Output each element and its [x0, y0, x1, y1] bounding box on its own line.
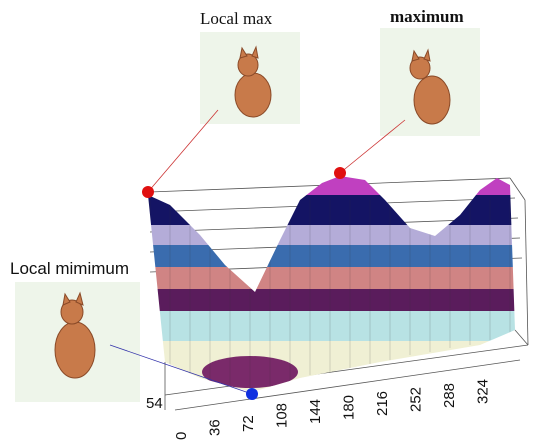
x-tick-label: 108 — [274, 403, 291, 428]
max-point — [334, 167, 346, 179]
y-tick-label: 54 — [146, 395, 163, 412]
x-tick-label: 36 — [207, 419, 224, 436]
min-point — [246, 388, 258, 400]
x-tick-label: 252 — [408, 387, 425, 412]
x-tick-label: 72 — [240, 415, 257, 432]
surface — [148, 176, 515, 392]
annotation: Local mimimum — [10, 259, 129, 278]
x-tick-label: 144 — [307, 399, 324, 424]
x-tick-label: 324 — [475, 379, 492, 404]
cat-icon — [54, 45, 451, 379]
x-tick-label: 216 — [374, 391, 391, 416]
callout-line — [109, 344, 253, 395]
x-tick-label: 180 — [341, 395, 358, 420]
callout-line — [147, 109, 406, 193]
x-tick-label: 0 — [173, 432, 190, 440]
x-tick-label: 288 — [441, 383, 458, 408]
annotation: maximum — [390, 7, 464, 26]
local-max-point — [142, 186, 154, 198]
annotation: Local max — [200, 9, 273, 28]
